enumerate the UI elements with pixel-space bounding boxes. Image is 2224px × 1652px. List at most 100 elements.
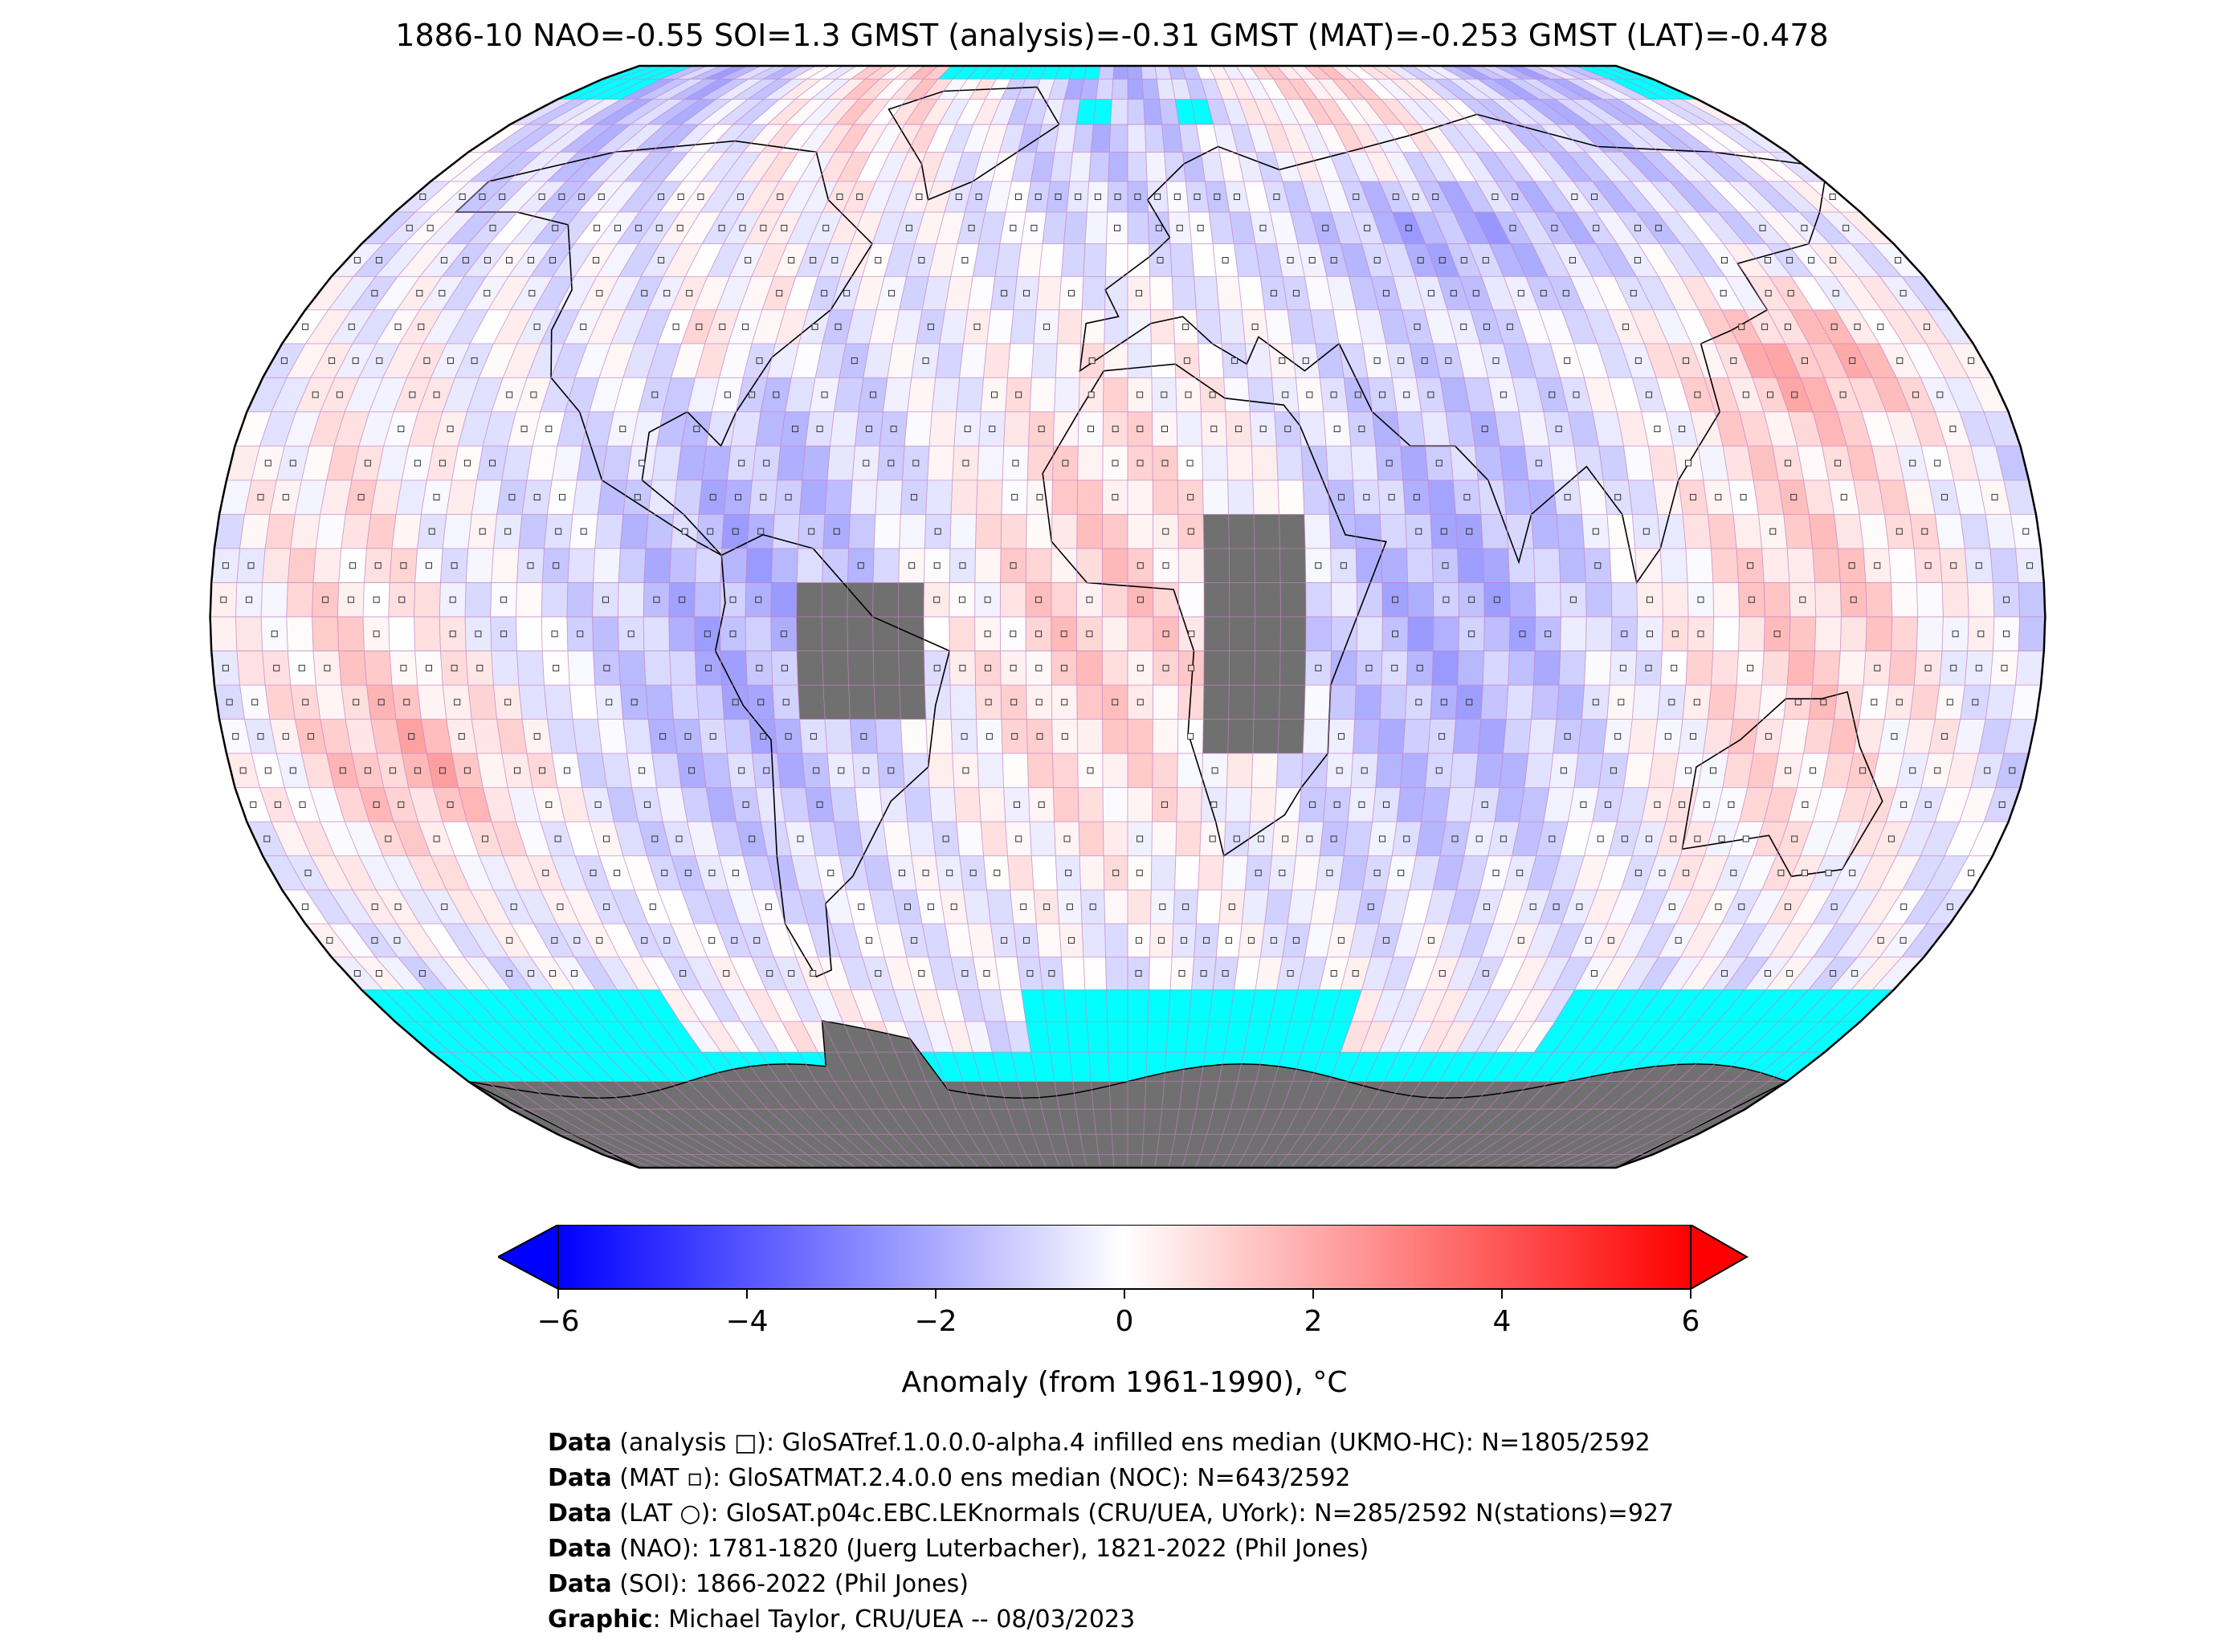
analysis-marker: [693, 426, 700, 433]
analysis-marker: [1403, 835, 1410, 842]
grid-cell: [797, 548, 823, 583]
grid-cell: [582, 411, 614, 447]
grid-cell: [532, 989, 578, 1022]
grid-cell: [1151, 343, 1176, 378]
grid-cell: [1279, 548, 1306, 583]
grid-cell: [595, 989, 639, 1022]
grid-cell: [1960, 514, 1990, 549]
grid-cell: [936, 212, 965, 244]
grid-cell: [425, 989, 477, 1022]
grid-cell: [1659, 243, 1703, 277]
grid-cell: [1656, 377, 1691, 412]
grid-cell: [883, 377, 912, 412]
grid-cell: [1149, 957, 1173, 990]
analysis-marker: [1909, 459, 1916, 467]
grid-cell: [1251, 753, 1278, 788]
grid-cell: [1456, 343, 1488, 378]
analysis-marker: [1683, 357, 1690, 365]
grid-cell: [1761, 548, 1789, 583]
grid-cell: [419, 957, 468, 990]
analysis-marker: [1161, 391, 1168, 398]
grid-cell: [1783, 514, 1813, 549]
analysis-marker: [542, 869, 549, 876]
analysis-marker: [686, 290, 693, 297]
analysis-marker: [811, 323, 818, 330]
analysis-marker: [994, 869, 1001, 876]
grid-cell: [1243, 1021, 1271, 1053]
grid-cell: [1145, 124, 1165, 153]
grid-cell: [565, 377, 599, 412]
analysis-marker: [1062, 459, 1069, 467]
grid-cell: [830, 411, 859, 447]
grid-cell: [1510, 243, 1549, 277]
analysis-marker: [603, 835, 610, 842]
grid-cell: [671, 685, 699, 720]
analysis-marker: [737, 194, 744, 200]
grid-cell: [1043, 989, 1067, 1022]
analysis-marker: [433, 835, 440, 842]
grid-cell: [602, 446, 632, 480]
grid-cell: [743, 855, 776, 891]
analysis-marker: [371, 936, 378, 944]
grid-cell: [1128, 1052, 1148, 1082]
analysis-marker: [1010, 699, 1018, 706]
analysis-marker: [858, 904, 865, 911]
analysis-marker: [1258, 835, 1264, 842]
grid-cell: [702, 446, 731, 480]
analysis-marker: [1259, 426, 1267, 433]
analysis-marker: [1382, 290, 1389, 297]
grid-cell: [687, 377, 720, 412]
grid-cell: [1457, 548, 1484, 583]
analysis-marker: [1413, 494, 1420, 501]
grid-cell: [466, 548, 494, 583]
grid-cell: [1611, 582, 1638, 617]
analysis-marker: [375, 970, 382, 977]
grid-cell: [1711, 651, 1739, 686]
analysis-marker: [1337, 936, 1345, 944]
analysis-marker: [1950, 562, 1957, 569]
grid-cell: [527, 343, 565, 378]
grid-cell: [465, 582, 492, 617]
analysis-marker: [1309, 801, 1316, 808]
grid-cell: [219, 479, 252, 515]
analysis-marker: [484, 290, 491, 297]
colorbar-gradient: [557, 1225, 1691, 1290]
analysis-marker: [630, 699, 638, 706]
grid-cell: [1534, 989, 1575, 1022]
analysis-marker: [816, 801, 823, 808]
grid-cell: [2003, 479, 2036, 515]
grid-cell: [944, 1021, 973, 1053]
grid-cell: [956, 822, 984, 856]
grid-cell: [471, 719, 502, 754]
analysis-marker: [506, 391, 513, 398]
grid-cell: [1699, 309, 1739, 344]
analysis-marker: [1421, 357, 1428, 365]
analysis-marker: [1162, 664, 1169, 671]
analysis-marker: [1630, 290, 1637, 297]
analysis-marker: [1136, 459, 1144, 467]
grid-cell: [2015, 651, 2044, 686]
grid-cell: [1052, 753, 1079, 788]
grid-cell: [1278, 479, 1304, 515]
grid-cell: [669, 548, 696, 583]
grid-cell: [1483, 651, 1510, 686]
credit-line-graphic: Graphic: Michael Taylor, CRU/UEA -- 08/0…: [548, 1605, 1136, 1634]
grid-cell: [1076, 548, 1103, 583]
grid-cell: [1559, 548, 1586, 583]
grid-cell: [1698, 446, 1728, 480]
grid-cell: [767, 855, 799, 891]
grid-cell: [1229, 989, 1255, 1022]
grid-cell: [777, 753, 806, 788]
analysis-marker: [857, 562, 864, 569]
analysis-marker: [679, 596, 686, 603]
grid-cell: [392, 514, 422, 549]
grid-cell: [1483, 548, 1510, 583]
grid-cell: [1916, 617, 1944, 651]
grid-cell: [1051, 479, 1078, 515]
grid-cell: [1791, 276, 1836, 310]
grid-cell: [1623, 753, 1654, 788]
analysis-marker: [394, 323, 402, 330]
analysis-marker: [1233, 835, 1240, 842]
analysis-marker: [289, 767, 296, 774]
grid-cell: [1764, 582, 1790, 617]
